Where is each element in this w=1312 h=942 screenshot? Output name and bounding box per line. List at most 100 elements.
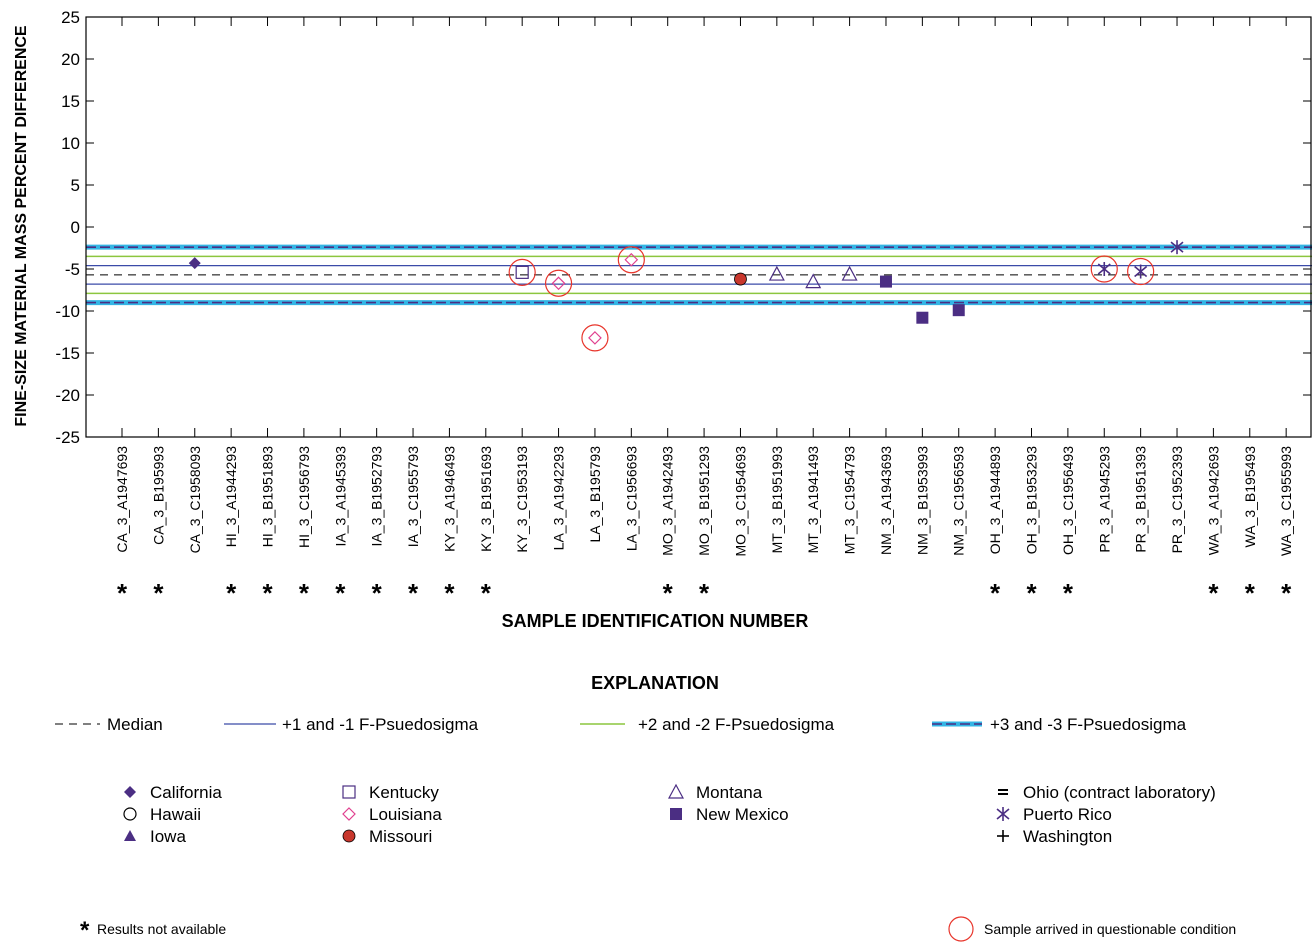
- legend-symbol-label: Ohio (contract laboratory): [1023, 783, 1216, 802]
- legend-line-sigma3: +3 and -3 F-Psuedosigma: [932, 715, 1187, 734]
- legend-symbol-entry: Missouri: [342, 827, 432, 846]
- legend-symbol-label: Iowa: [150, 827, 186, 846]
- x-tick-label: OH_3_B1953293: [1024, 446, 1040, 554]
- data-point: [551, 276, 566, 291]
- y-tick-label: -15: [55, 344, 80, 363]
- x-tick-label: KY_3_A1946493: [441, 446, 457, 552]
- not-available-star: *: [372, 578, 383, 608]
- data-point: [734, 272, 747, 286]
- x-tick-label: MT_3_B1951993: [769, 446, 785, 554]
- questionable-circle: [508, 258, 536, 286]
- x-tick-label: IA_3_B1952793: [369, 446, 385, 547]
- legend-symbol-label: Puerto Rico: [1023, 805, 1112, 824]
- legend-symbol-icon: [342, 829, 356, 843]
- questionable-circle: [617, 246, 645, 274]
- not-available-star: *: [990, 578, 1001, 608]
- legend-symbol-label: Washington: [1023, 827, 1112, 846]
- footnote-star: *: [80, 917, 90, 942]
- legend-symbol-label: Missouri: [369, 827, 432, 846]
- legend-symbol-icon: [998, 789, 1008, 795]
- legend-symbol-icon: [124, 786, 136, 798]
- y-tick-label: -10: [55, 302, 80, 321]
- legend-symbol-icon: [670, 808, 682, 820]
- data-point: [1097, 262, 1111, 276]
- not-available-star: *: [1281, 578, 1292, 608]
- legend-symbol-entry: Ohio (contract laboratory): [998, 783, 1216, 802]
- x-tick-label: MO_3_B1951293: [696, 446, 712, 556]
- x-tick-label: KY_3_B1951693: [478, 446, 494, 552]
- x-tick-label: NM_3_C1956593: [951, 446, 967, 556]
- legend-symbol-label: California: [150, 783, 222, 802]
- legend-symbol-icon: [342, 807, 356, 821]
- x-tick-label: CA_3_A1947693: [114, 446, 130, 553]
- questionable-circle: [1127, 257, 1155, 286]
- footnote-not-available: * Results not available: [80, 917, 226, 942]
- data-point: [588, 331, 602, 345]
- legend-symbol-entry: Louisiana: [342, 805, 442, 824]
- y-tick-label: 0: [71, 218, 80, 237]
- legend-symbol-entry: Puerto Rico: [996, 805, 1112, 824]
- data-point: [916, 311, 929, 324]
- x-tick-label: MT_3_A1941493: [805, 446, 821, 554]
- x-tick-label: LA_3_B195793: [587, 446, 603, 543]
- data-points: [188, 240, 1184, 352]
- legend-symbol-icon: [342, 785, 356, 799]
- x-tick-label: LA_3_A1942293: [551, 446, 567, 551]
- legend-symbol-entry: Iowa: [124, 827, 186, 846]
- not-available-star: *: [1208, 578, 1219, 608]
- data-point: [805, 273, 822, 289]
- x-tick-label: IA_3_C1955793: [405, 446, 421, 547]
- not-available-star: *: [1026, 578, 1037, 608]
- legend-symbol-label: Hawaii: [150, 805, 201, 824]
- legend-line-sigma1: +1 and -1 F-Psuedosigma: [224, 715, 479, 734]
- reference-lines: [86, 244, 1312, 306]
- legend-line-label: Median: [107, 715, 163, 734]
- legend-symbol-icon: [667, 783, 685, 799]
- y-tick-label: 10: [61, 134, 80, 153]
- questionable-circle-icon: [948, 916, 974, 942]
- legend-lines: Median +1 and -1 F-Psuedosigma +2 and -2 F…: [55, 715, 1187, 734]
- legend-symbol-entry: Kentucky: [342, 783, 439, 802]
- questionable-circle: [1090, 255, 1118, 283]
- x-tick-label: CA_3_C1958093: [187, 446, 203, 554]
- x-tick-label: WA_3_A1942693: [1205, 446, 1221, 555]
- x-tick-label: MT_3_C1954793: [842, 446, 858, 554]
- not-available-star: *: [481, 578, 492, 608]
- x-tick-label: IA_3_A1945393: [332, 446, 348, 547]
- legend-symbol-label: New Mexico: [696, 805, 789, 824]
- data-point: [624, 252, 639, 267]
- not-available-star: *: [226, 578, 237, 608]
- x-tick-label: KY_3_C1953193: [514, 446, 530, 553]
- not-available-star: *: [663, 578, 674, 608]
- y-tick-label: 25: [61, 8, 80, 27]
- legend-symbol-icon: [997, 830, 1009, 842]
- legend-symbol-icon: [123, 807, 137, 821]
- x-tick-label: NM_3_B1953993: [914, 446, 930, 555]
- legend-symbol-entry: Montana: [667, 783, 763, 802]
- y-axis-label: FINE-SIZE MATERIAL MASS PERCENT DIFFEREN…: [13, 25, 30, 427]
- legend-symbol-label: Louisiana: [369, 805, 442, 824]
- footnote-questionable: Sample arrived in questionable condition: [948, 916, 1236, 942]
- legend-line-sigma2: +2 and -2 F-Psuedosigma: [580, 715, 835, 734]
- x-tick-label: OH_3_A1944893: [987, 446, 1003, 554]
- not-available-star: *: [444, 578, 455, 608]
- x-tick-label: OH_3_C1956493: [1060, 446, 1076, 555]
- legend-symbols: California Hawaii Iowa Kentucky Louisiana Mis…: [123, 783, 1216, 846]
- data-point: [515, 265, 529, 279]
- legend-symbol-entry: Washington: [997, 827, 1112, 846]
- legend-symbol-icon: [124, 830, 136, 841]
- x-tick-label: PR_3_C1952393: [1169, 446, 1185, 554]
- x-tick-label: CA_3_B195993: [150, 446, 166, 545]
- legend-symbol-entry: California: [124, 783, 222, 802]
- x-tick-label: WA_3_B195493: [1242, 446, 1258, 548]
- y-tick-label: -5: [65, 260, 80, 279]
- not-available-star: *: [1245, 578, 1256, 608]
- legend-symbol-entry: Hawaii: [123, 805, 201, 824]
- plot-area: 2520151050-5-10-15-20-25CA_3_A1947693*CA…: [55, 8, 1312, 608]
- x-tick-label: PR_3_A1945293: [1096, 446, 1112, 553]
- x-tick-label: MO_3_C1954693: [732, 446, 748, 557]
- data-point: [188, 257, 201, 270]
- x-tick-label: HI_3_C1956793: [296, 446, 312, 548]
- x-tick-label: NM_3_A1943693: [878, 446, 894, 555]
- data-point: [952, 304, 965, 317]
